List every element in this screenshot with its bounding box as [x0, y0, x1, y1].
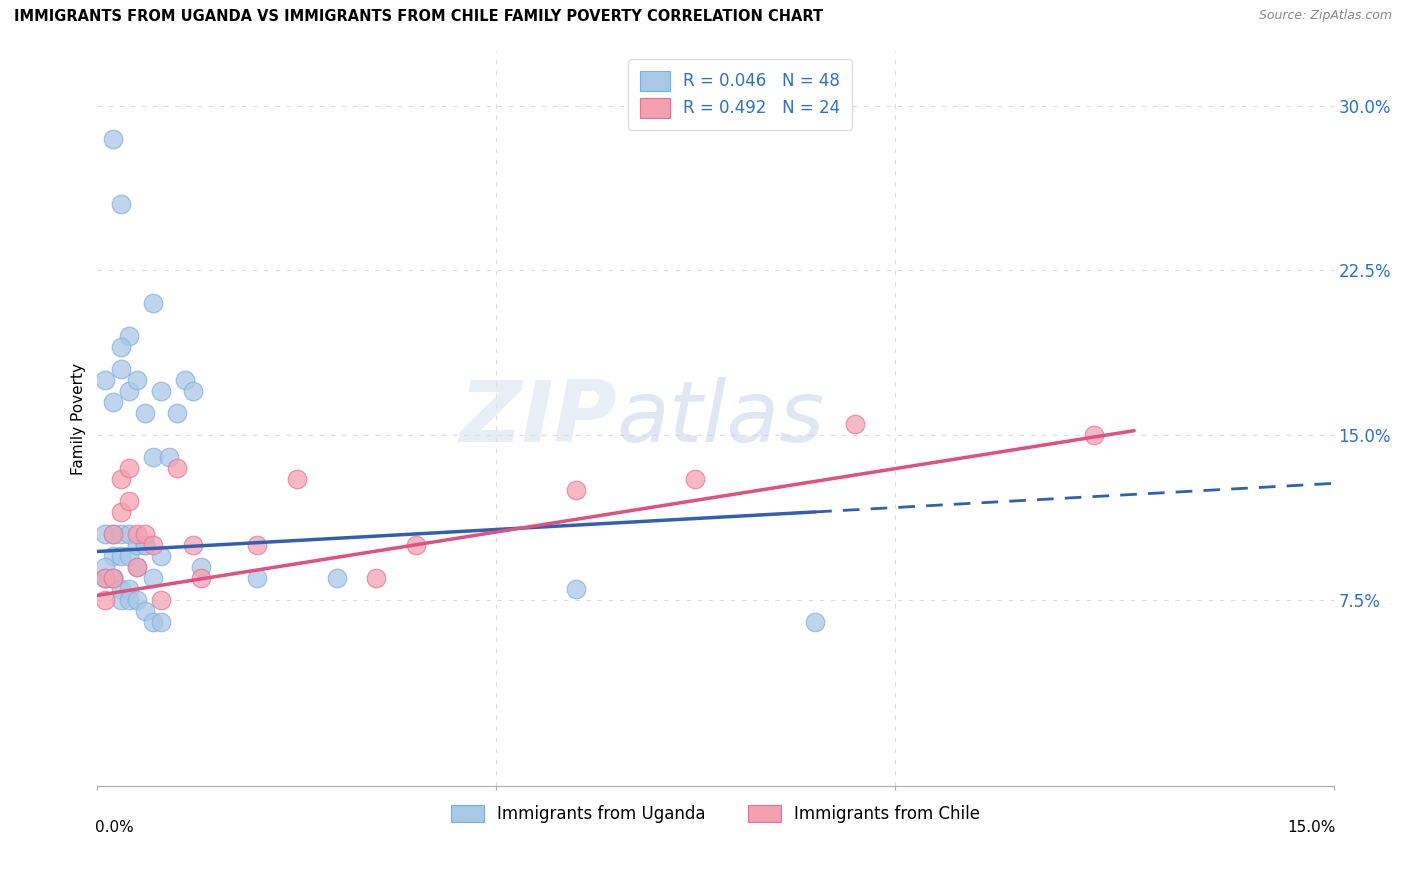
Point [94, 571, 117, 585]
Point [110, 549, 132, 563]
Point [157, 450, 180, 464]
Point [190, 559, 212, 574]
Point [118, 549, 141, 563]
Point [103, 571, 125, 585]
Point [134, 538, 156, 552]
Y-axis label: Family Poverty: Family Poverty [72, 362, 86, 475]
Point [110, 582, 132, 596]
Point [103, 549, 125, 563]
Point [103, 571, 125, 585]
Point [94, 373, 117, 387]
Point [103, 571, 125, 585]
Point [685, 472, 707, 486]
Point [150, 549, 173, 563]
Point [150, 384, 173, 398]
Point [127, 559, 149, 574]
Point [110, 527, 132, 541]
Point [103, 395, 125, 409]
Text: atlas: atlas [617, 377, 824, 460]
Point [127, 527, 149, 541]
Point [181, 384, 204, 398]
Point [127, 559, 149, 574]
Text: IMMIGRANTS FROM UGANDA VS IMMIGRANTS FROM CHILE FAMILY POVERTY CORRELATION CHART: IMMIGRANTS FROM UGANDA VS IMMIGRANTS FRO… [14, 9, 823, 24]
Point [134, 538, 156, 552]
Point [127, 373, 149, 387]
Point [118, 461, 141, 475]
Point [110, 505, 132, 519]
Point [118, 384, 141, 398]
Text: ZIP: ZIP [458, 377, 617, 460]
Point [134, 604, 156, 618]
Point [174, 373, 197, 387]
Text: 15.0%: 15.0% [1288, 820, 1336, 835]
Point [110, 472, 132, 486]
Point [103, 527, 125, 541]
Point [142, 538, 165, 552]
Point [285, 472, 308, 486]
Point [405, 538, 427, 552]
Point [565, 582, 588, 596]
Point [366, 571, 388, 585]
Point [118, 582, 141, 596]
Point [166, 461, 188, 475]
Point [142, 615, 165, 629]
Point [118, 527, 141, 541]
Point [1083, 428, 1105, 442]
Point [127, 538, 149, 552]
Point [103, 131, 125, 145]
Point [142, 571, 165, 585]
Point [565, 483, 588, 497]
Legend: Immigrants from Uganda, Immigrants from Chile: Immigrants from Uganda, Immigrants from … [444, 798, 987, 830]
Text: 0.0%: 0.0% [94, 820, 134, 835]
Point [181, 538, 204, 552]
Point [134, 527, 156, 541]
Point [804, 615, 827, 629]
Point [166, 406, 188, 420]
Point [190, 571, 212, 585]
Point [94, 559, 117, 574]
Point [134, 406, 156, 420]
Point [118, 329, 141, 343]
Point [150, 592, 173, 607]
Point [103, 527, 125, 541]
Point [150, 615, 173, 629]
Point [142, 296, 165, 310]
Point [118, 494, 141, 508]
Point [110, 362, 132, 376]
Point [844, 417, 866, 431]
Point [110, 340, 132, 354]
Point [246, 538, 269, 552]
Point [246, 571, 269, 585]
Point [110, 197, 132, 211]
Point [118, 592, 141, 607]
Point [110, 592, 132, 607]
Point [325, 571, 347, 585]
Point [94, 527, 117, 541]
Point [127, 592, 149, 607]
Point [94, 571, 117, 585]
Point [142, 450, 165, 464]
Text: Source: ZipAtlas.com: Source: ZipAtlas.com [1258, 9, 1392, 22]
Point [94, 571, 117, 585]
Point [94, 592, 117, 607]
